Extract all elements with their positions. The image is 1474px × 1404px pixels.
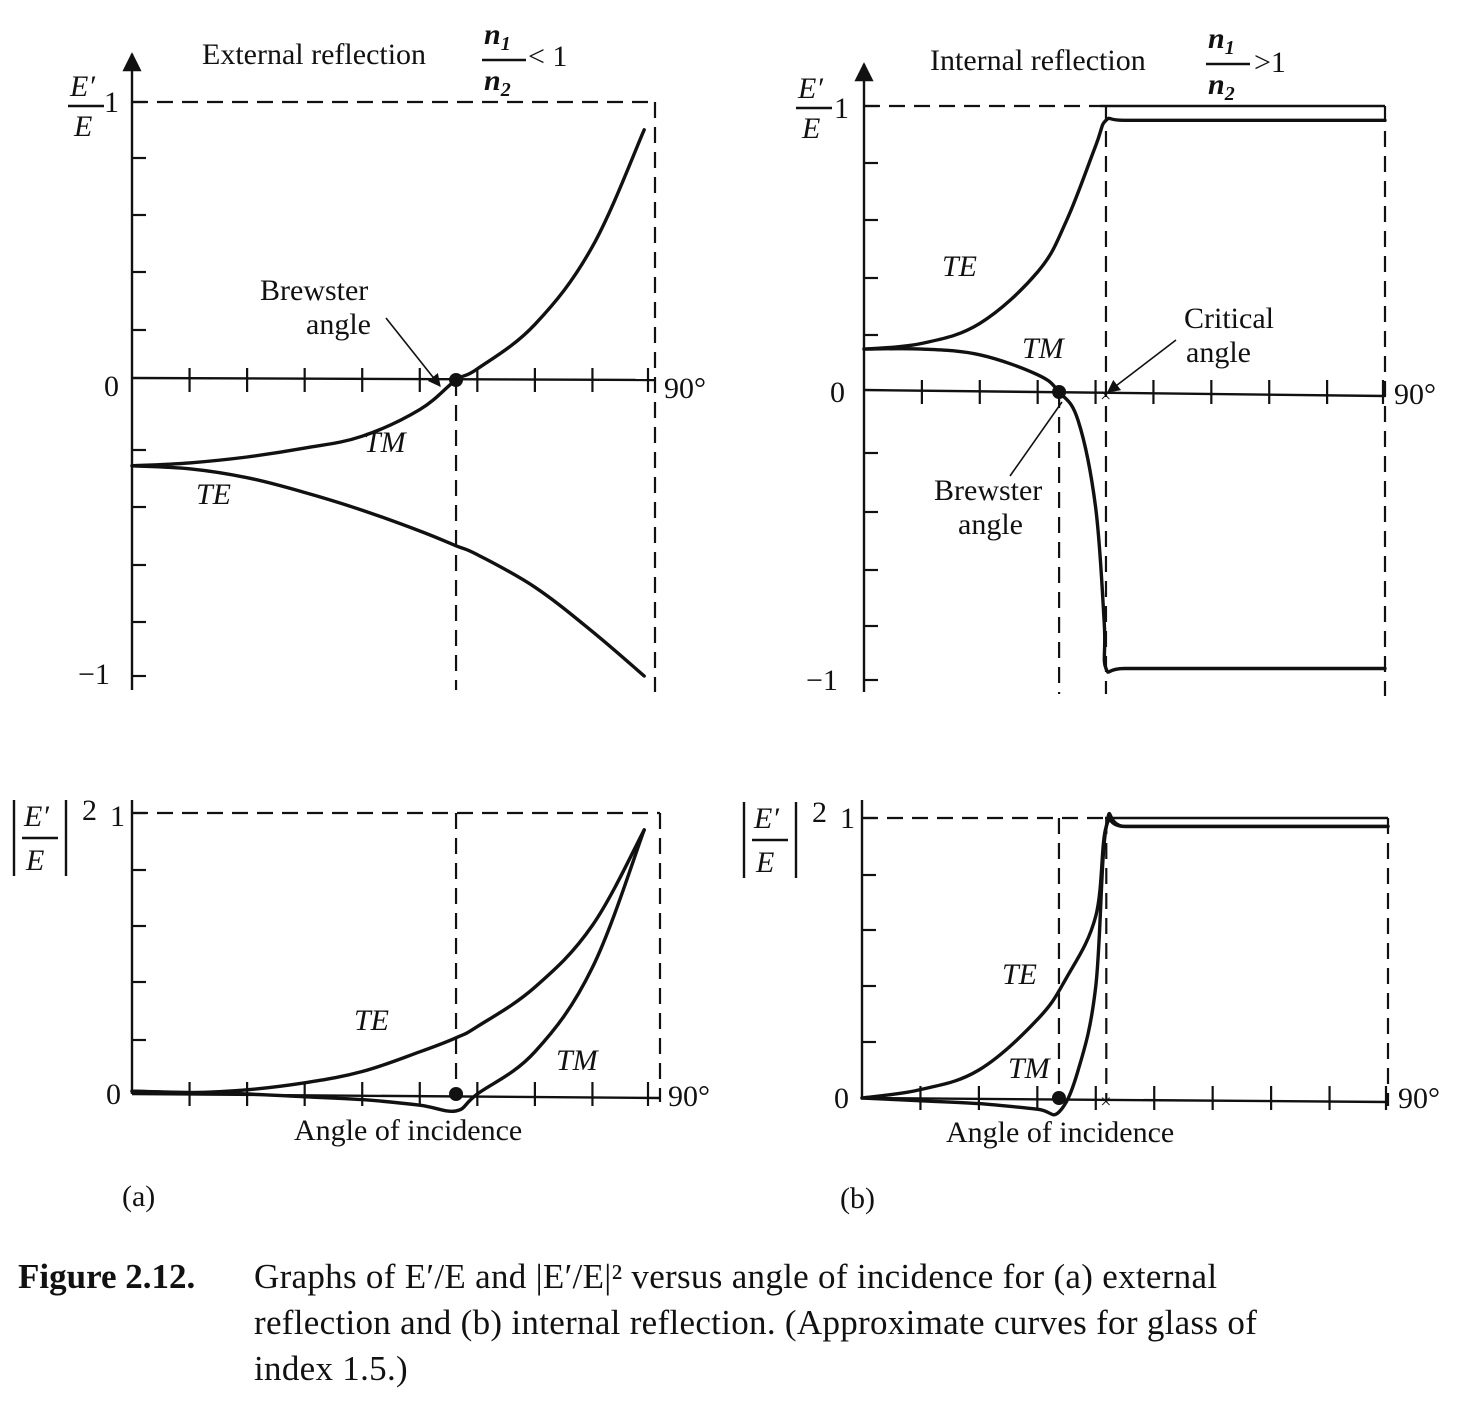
svg-text:>1: >1: [1254, 46, 1286, 79]
curve-1-tm: [130, 828, 646, 1114]
svg-text:E′: E′: [797, 72, 823, 105]
panel-b-pow-axes: [860, 800, 1390, 1106]
b-amp-label-tm: TM: [1022, 332, 1066, 365]
svg-text:n1: n1: [1208, 22, 1235, 59]
panel-b-amp-axes: [854, 62, 1387, 696]
b-pow-label-te: TE: [1002, 958, 1037, 991]
a-amp-tick-0: 0: [104, 370, 119, 403]
critical-mark-3: ×: [1100, 1091, 1111, 1113]
svg-text:Critical: Critical: [1184, 302, 1274, 335]
a-pow-label-tm: TM: [556, 1044, 600, 1077]
panel-a-title: External reflection: [202, 38, 426, 71]
curve-0-tm: [130, 128, 646, 468]
b-amp-tick-90: 90°: [1394, 378, 1436, 411]
critical-mark-2: ×: [1100, 385, 1111, 407]
curve-3-tm: [860, 811, 1390, 1117]
panel-a-pow-ylabel: E′ E 2: [12, 794, 97, 877]
svg-text:E′: E′: [753, 802, 779, 835]
b-pow-tick-0: 0: [834, 1082, 849, 1115]
b-amp-tick-m1: −1: [806, 664, 838, 697]
a-amp-tick-m1: −1: [78, 658, 110, 691]
svg-text:E′: E′: [69, 70, 95, 103]
panel-b-pow-ylabel: E′ E 2: [742, 796, 827, 879]
svg-text:angle: angle: [1186, 336, 1251, 369]
svg-text:E: E: [73, 110, 92, 143]
brewster-dot-0: [449, 373, 464, 387]
panel-b-title: Internal reflection: [930, 44, 1146, 77]
b-brewster-annotation: Brewster angle: [934, 401, 1063, 541]
caption-label: Figure 2.12.: [18, 1257, 196, 1296]
svg-text:angle: angle: [958, 508, 1023, 541]
a-amp-tick-1: 1: [104, 86, 119, 119]
curve-3-te: [860, 817, 1390, 1100]
brewster-dot-2: [1052, 385, 1067, 399]
svg-text:E: E: [801, 112, 820, 145]
a-amp-label-te: TE: [196, 478, 231, 511]
panel-b-amp-ylabel: E′ E: [796, 72, 832, 145]
svg-text:n2: n2: [1208, 68, 1235, 105]
panel-a-amp-ylabel: E′ E: [68, 70, 104, 143]
svg-text:E: E: [755, 846, 774, 879]
plots: ××: [130, 100, 1390, 1117]
brewster-dot-1: [449, 1087, 464, 1101]
a-brewster-annotation: Brewster angle: [260, 274, 441, 388]
svg-text:E′: E′: [23, 800, 49, 833]
svg-text:angle: angle: [306, 308, 371, 341]
b-critical-annotation: Critical angle: [1106, 302, 1274, 393]
svg-text:E: E: [25, 844, 44, 877]
panel-b-ratio: n1 n2 >1: [1206, 22, 1286, 105]
a-pow-tick-90: 90°: [668, 1080, 710, 1113]
brewster-dot-3: [1051, 1091, 1066, 1105]
b-amp-label-te: TE: [942, 250, 977, 283]
svg-text:2: 2: [812, 796, 827, 829]
curve-0-te: [130, 464, 646, 678]
a-pow-tick-1: 1: [110, 800, 125, 833]
svg-text:Brewster: Brewster: [260, 274, 368, 307]
svg-text:n2: n2: [484, 64, 511, 101]
a-pow-label-te: TE: [354, 1004, 389, 1037]
panel-a-label: (a): [122, 1180, 155, 1213]
svg-text:< 1: < 1: [528, 40, 567, 73]
a-amp-tick-90: 90°: [664, 372, 706, 405]
panel-a-amp-axes: [122, 52, 657, 692]
svg-text:n1: n1: [484, 18, 511, 55]
b-pow-tick-90: 90°: [1398, 1082, 1440, 1115]
b-amp-tick-1: 1: [834, 92, 849, 125]
curve-1-te: [130, 828, 646, 1095]
panel-a-ratio: n1 n2 < 1: [482, 18, 567, 101]
curve-2-tm: [862, 346, 1387, 674]
panel-b-label: (b): [840, 1182, 875, 1215]
svg-text:2: 2: [82, 794, 97, 827]
caption-text: Graphs of E′/E and |E′/E|² versus angle …: [254, 1257, 1258, 1388]
a-amp-label-tm: TM: [364, 426, 408, 459]
a-xlabel: Angle of incidence: [294, 1114, 522, 1147]
curve-2-te: [862, 116, 1387, 351]
b-pow-tick-1: 1: [840, 802, 855, 835]
svg-text:Brewster: Brewster: [934, 474, 1042, 507]
b-amp-tick-0: 0: [830, 376, 845, 409]
b-xlabel: Angle of incidence: [946, 1116, 1174, 1149]
a-pow-tick-0: 0: [106, 1078, 121, 1111]
b-pow-label-tm: TM: [1008, 1052, 1052, 1085]
